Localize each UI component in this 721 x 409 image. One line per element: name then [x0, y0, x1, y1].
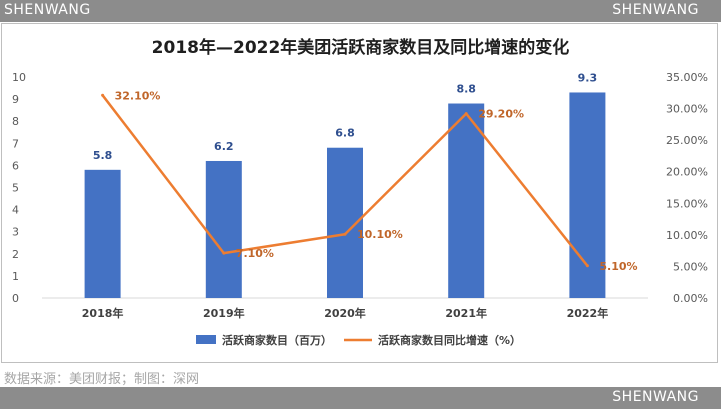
line-point: [585, 264, 589, 268]
y-right-tick-label: 25.00%: [666, 134, 708, 147]
bar: [84, 169, 121, 298]
y-right-tick-label: 0.00%: [673, 292, 708, 305]
y-right-tick-label: 35.00%: [666, 71, 708, 84]
brand-watermark-bottom: SHENWANG: [612, 389, 699, 405]
y-right-tick-label: 10.00%: [666, 229, 708, 242]
y-left-tick-label: 6: [12, 159, 19, 172]
bar: [205, 160, 242, 298]
line-data-label: 5.10%: [599, 260, 637, 273]
legend-label-bar: 活跃商家数目（百万）: [222, 333, 332, 347]
y-left-tick-label: 7: [12, 137, 19, 150]
y-left-tick-label: 5: [12, 182, 19, 195]
x-tick-label: 2022年: [567, 306, 609, 320]
legend-swatch-bar: [196, 335, 216, 344]
y-left-tick-label: 4: [12, 204, 19, 217]
y-left-tick-label: 2: [12, 248, 19, 261]
y-right-tick-label: 5.00%: [673, 260, 708, 273]
y-left-tick-label: 8: [12, 115, 19, 128]
y-left-tick-label: 0: [12, 292, 19, 305]
y-right-tick-label: 20.00%: [666, 166, 708, 179]
x-tick-label: 2018年: [82, 306, 124, 320]
bar: [569, 92, 606, 298]
line-point: [101, 93, 105, 97]
y-left-tick-label: 3: [12, 226, 19, 239]
line-data-label: 29.20%: [478, 108, 524, 121]
data-source-note: 数据来源：美团财报；制图：深网: [4, 372, 200, 387]
y-left-tick-label: 9: [12, 93, 19, 106]
y-right-tick-label: 15.00%: [666, 197, 708, 210]
x-tick-label: 2020年: [324, 306, 366, 320]
bottom-watermark-band: SHENWANG: [0, 387, 721, 409]
line-data-label: 7.10%: [236, 247, 274, 260]
x-tick-label: 2019年: [203, 306, 245, 320]
legend-label-line: 活跃商家数目同比增速（%）: [378, 333, 521, 347]
line-data-label: 10.10%: [357, 228, 403, 241]
line-point: [222, 251, 226, 255]
line-data-label: 32.10%: [115, 89, 161, 102]
bar-data-label: 5.8: [93, 149, 113, 162]
bar-data-label: 9.3: [578, 71, 598, 84]
x-tick-label: 2021年: [445, 306, 487, 320]
bar-data-label: 8.8: [456, 83, 476, 96]
brand-watermark-right: SHENWANG: [612, 2, 699, 18]
bar-data-label: 6.2: [214, 140, 234, 153]
brand-watermark-left: SHENWANG: [4, 2, 91, 18]
chart-title: 2018年—2022年美团活跃商家数目及同比增速的变化: [151, 38, 570, 58]
line-point: [343, 232, 347, 236]
y-right-tick-label: 30.00%: [666, 103, 708, 116]
bar-data-label: 6.8: [335, 127, 355, 140]
bar: [448, 103, 485, 299]
top-watermark-band: SHENWANG SHENWANG: [0, 0, 721, 22]
y-left-tick-label: 10: [12, 71, 26, 84]
line-point: [464, 112, 468, 116]
y-left-tick-label: 1: [12, 270, 19, 283]
